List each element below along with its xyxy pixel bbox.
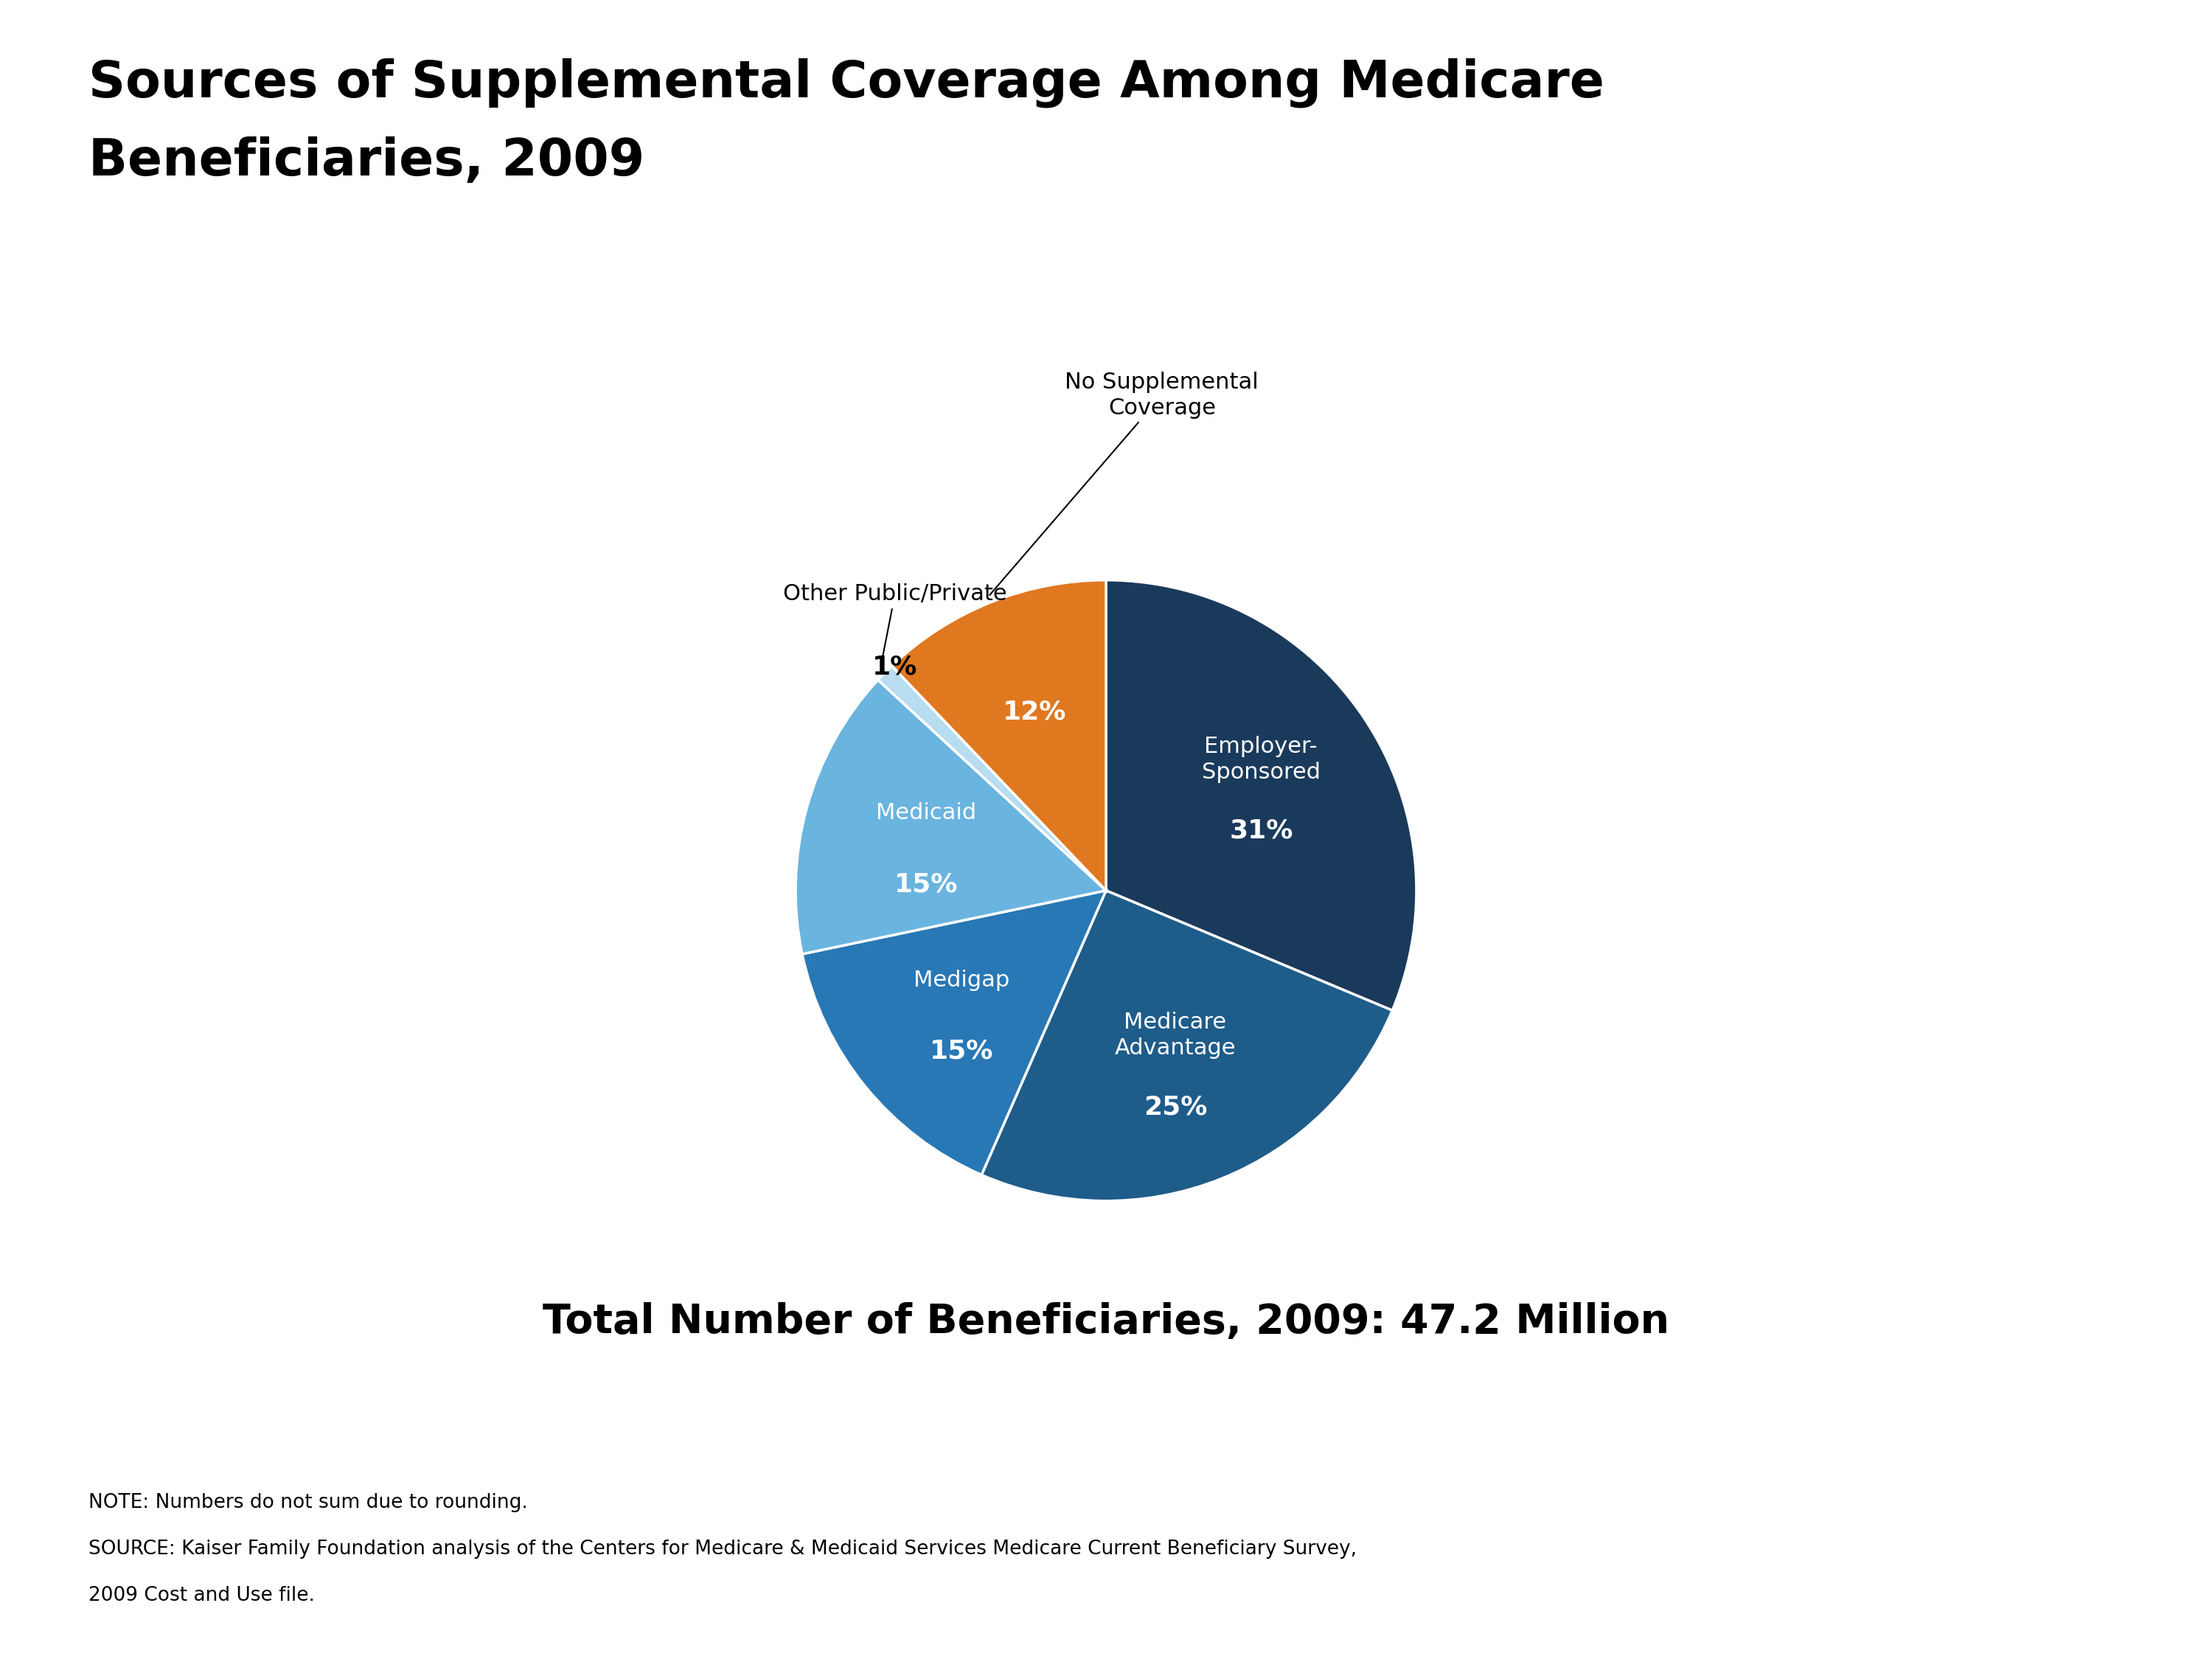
Text: Medicaid: Medicaid <box>876 803 978 823</box>
Wedge shape <box>878 665 1106 891</box>
Text: Employer-
Sponsored: Employer- Sponsored <box>1201 737 1321 783</box>
Text: Total Number of Beneficiaries, 2009: 47.2 Million: Total Number of Beneficiaries, 2009: 47.… <box>542 1302 1670 1342</box>
Text: Other Public/Private: Other Public/Private <box>783 584 1006 667</box>
Text: Beneficiaries, 2009: Beneficiaries, 2009 <box>88 136 644 186</box>
Wedge shape <box>1106 581 1416 1010</box>
Wedge shape <box>796 680 1106 954</box>
Text: 2009 Cost and Use file.: 2009 Cost and Use file. <box>88 1586 314 1606</box>
Wedge shape <box>982 891 1391 1201</box>
Text: NOTE: Numbers do not sum due to rounding.: NOTE: Numbers do not sum due to rounding… <box>88 1493 529 1513</box>
Text: FOUNDATION: FOUNDATION <box>1982 1606 2055 1614</box>
Text: 25%: 25% <box>1144 1095 1208 1120</box>
Wedge shape <box>891 581 1106 891</box>
Text: 1%: 1% <box>872 655 918 680</box>
Text: THE HENRY J.: THE HENRY J. <box>1978 1501 2059 1511</box>
Text: 15%: 15% <box>929 1039 993 1063</box>
Wedge shape <box>803 891 1106 1175</box>
Text: Sources of Supplemental Coverage Among Medicare: Sources of Supplemental Coverage Among M… <box>88 58 1604 108</box>
Text: SOURCE: Kaiser Family Foundation analysis of the Centers for Medicare & Medicaid: SOURCE: Kaiser Family Foundation analysi… <box>88 1540 1356 1559</box>
Text: KAISER: KAISER <box>1980 1533 2057 1553</box>
Text: FAMILY: FAMILY <box>1991 1569 2046 1584</box>
Text: Medigap: Medigap <box>914 969 1009 990</box>
Text: Medicare
Advantage: Medicare Advantage <box>1115 1012 1237 1058</box>
Text: No Supplemental
Coverage: No Supplemental Coverage <box>989 372 1259 596</box>
Text: 12%: 12% <box>1002 700 1066 725</box>
Text: 31%: 31% <box>1230 818 1292 843</box>
Text: 15%: 15% <box>894 871 958 898</box>
